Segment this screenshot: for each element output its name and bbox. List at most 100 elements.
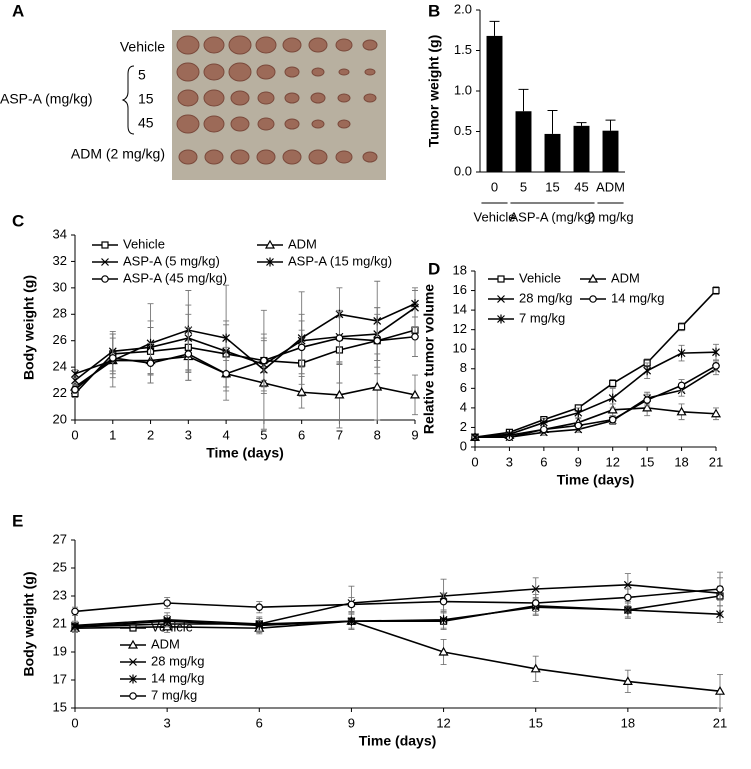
series-line <box>74 335 416 391</box>
y-tick-label: 0.5 <box>454 123 472 138</box>
legend-label: ASP-A (15 mg/kg) <box>288 253 392 268</box>
data-point <box>540 425 548 434</box>
data-point <box>677 323 686 331</box>
x-tick-label: 3 <box>506 454 513 469</box>
y-tick-label: 1.5 <box>454 42 472 57</box>
data-point <box>712 347 720 357</box>
data-point <box>607 404 618 414</box>
chart-panel: B 0.0 0.5 1.0 1.5 2.0 Tumor weight (g) 0 5 15 45 AD… <box>426 1 634 224</box>
tumor <box>337 93 351 103</box>
data-point <box>184 350 193 358</box>
chart-panel: D 0 2 4 6 8 10 12 14 16 18 Relative tumor volume 0 3 6… <box>421 259 724 487</box>
y-tick-label: 30 <box>53 279 67 294</box>
data-point <box>677 381 686 390</box>
data-point <box>163 599 171 607</box>
y-tick-label: 8 <box>460 360 467 375</box>
data-point <box>716 585 724 593</box>
x-tick-label: 15 <box>528 715 542 730</box>
legend-marker <box>497 314 505 324</box>
y-tick-label: 24 <box>53 359 67 374</box>
data-point <box>297 343 306 352</box>
x-tick-label: 18 <box>621 715 635 730</box>
group-label: ASP-A (mg/kg) <box>510 209 596 224</box>
legend-label: ADM <box>151 636 180 651</box>
data-point <box>222 333 231 343</box>
panel-letter: A <box>12 1 24 20</box>
series-line <box>74 307 416 381</box>
data-point <box>622 676 633 685</box>
tumor <box>176 114 200 134</box>
tumor <box>230 149 250 165</box>
legend-marker <box>266 257 274 267</box>
tumor <box>363 93 377 103</box>
legend-marker <box>497 275 505 283</box>
data-point <box>71 622 79 632</box>
data-point <box>146 359 155 367</box>
data-point <box>624 593 632 602</box>
tumor <box>230 90 250 106</box>
tumor <box>308 37 328 53</box>
data-point <box>373 336 382 345</box>
legend-marker <box>101 241 109 249</box>
y-axis-label: Relative tumor volume <box>421 284 437 434</box>
data-point <box>255 603 264 612</box>
dose-label: 15 <box>138 91 154 107</box>
legend-marker <box>497 295 505 303</box>
y-tick-label: 17 <box>53 671 67 686</box>
x-tick-label: 15 <box>640 454 654 469</box>
legend-label: 28 mg/kg <box>151 653 204 668</box>
x-tick-label: 21 <box>713 715 727 730</box>
data-point <box>623 605 632 615</box>
legend-label: Vehicle <box>123 236 165 251</box>
data-point <box>643 396 651 404</box>
data-point <box>609 379 617 388</box>
row-label: ADM (2 mg/kg) <box>71 146 165 162</box>
data-point <box>574 408 583 418</box>
y-tick-label: 0.0 <box>454 163 472 178</box>
data-point <box>643 366 652 376</box>
x-tick-label: 3 <box>185 427 192 442</box>
tumor <box>284 66 300 78</box>
panel-a: A Vehicle ASP-A (mg/kg) 5 15 45 ADM (2 m… <box>0 1 386 180</box>
tumor <box>311 119 325 129</box>
legend-marker <box>589 295 597 303</box>
data-point <box>71 369 79 379</box>
x-tick-label: 8 <box>374 427 381 442</box>
data-point <box>608 415 617 424</box>
y-tick-label: 14 <box>453 302 467 317</box>
panel-letter: D <box>428 259 440 278</box>
panel-letter: E <box>12 511 23 530</box>
tumor <box>364 68 376 76</box>
group-label: ASP-A (mg/kg) <box>0 91 93 107</box>
x-tick-label: 9 <box>348 715 355 730</box>
y-tick-label: 0 <box>460 438 467 453</box>
legend-marker <box>101 275 109 283</box>
data-point <box>439 615 448 625</box>
y-tick-label: 34 <box>53 226 67 241</box>
legend-marker <box>129 692 137 700</box>
series-line <box>474 407 717 439</box>
y-axis-label: Body weight (g) <box>21 275 37 380</box>
x-tick-label: 5 <box>260 427 267 442</box>
group-label: 2 mg/kg <box>587 209 633 224</box>
x-axis-label: Time (days) <box>206 445 284 461</box>
x-tick-label: 0 <box>471 454 478 469</box>
data-point <box>108 354 117 362</box>
legend-label: 28 mg/kg <box>519 290 572 305</box>
y-tick-label: 32 <box>53 253 67 268</box>
tumor <box>203 63 225 81</box>
tumor <box>335 150 353 164</box>
x-tick-label: ADM <box>596 179 625 194</box>
x-tick-label: 0 <box>71 715 78 730</box>
group-label: Vehicle <box>474 209 516 224</box>
data-point <box>530 663 541 673</box>
tumor <box>177 89 199 107</box>
tumor <box>335 38 353 52</box>
x-tick-label: 6 <box>256 715 263 730</box>
legend-label: Vehicle <box>519 270 561 285</box>
series-line <box>74 355 416 396</box>
x-axis-label: Time (days) <box>359 733 437 749</box>
tumor <box>362 39 378 51</box>
tumor <box>228 62 252 82</box>
